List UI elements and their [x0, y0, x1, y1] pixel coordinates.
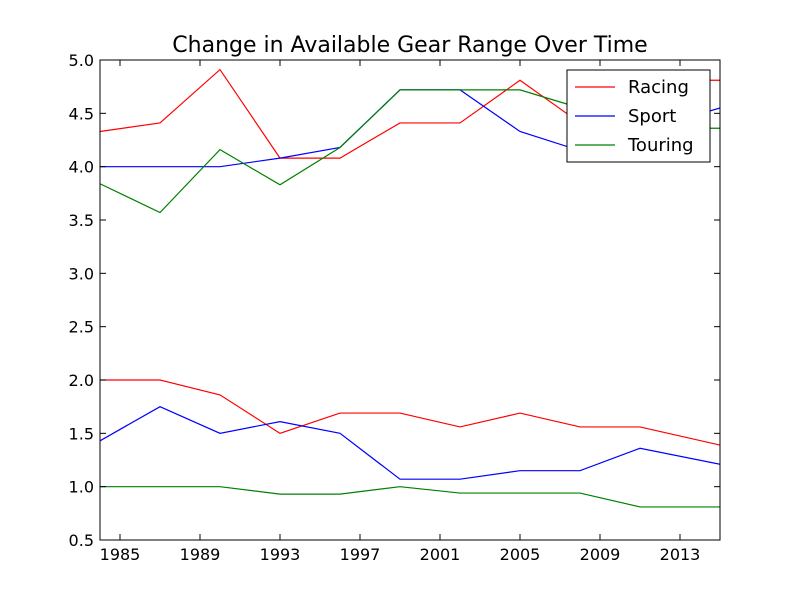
unlabeled-lower-series-line	[100, 379, 720, 446]
x-tick-label: 2013	[660, 545, 701, 564]
unlabeled-lower-series-line	[100, 405, 720, 480]
unlabeled-lower-series-line	[100, 486, 720, 508]
x-tick-label: 1989	[180, 545, 221, 564]
y-tick-label: 3.0	[69, 264, 94, 283]
y-tick-label: 3.5	[69, 211, 94, 230]
y-tick-label: 1.5	[69, 424, 94, 443]
x-tick-label: 1997	[340, 545, 381, 564]
legend-label: Racing	[628, 77, 689, 98]
x-tick-label: 1985	[100, 545, 141, 564]
axes-layer: 1985 1989 1993 1997 2001 2005 2009 2013 0.5 1.0 1.…	[69, 51, 721, 564]
y-tick-label: 5.0	[69, 51, 94, 70]
x-tick-label: 2009	[580, 545, 621, 564]
x-tick-label: 1993	[260, 545, 301, 564]
y-tick-label: 4.0	[69, 158, 94, 177]
plot-frame	[99, 59, 721, 541]
legend-label: Sport	[628, 106, 676, 127]
y-tick-label: 4.5	[69, 104, 94, 123]
x-tick-label: 2001	[420, 545, 461, 564]
legend: Racing Sport Touring	[566, 69, 711, 163]
x-tick-label: 2005	[500, 545, 541, 564]
chart-title: Change in Available Gear Range Over Time	[172, 33, 647, 58]
y-tick-label: 2.0	[69, 371, 94, 390]
y-tick-label: 0.5	[69, 531, 94, 550]
legend-label: Touring	[627, 135, 694, 156]
y-tick-label: 1.0	[69, 478, 94, 497]
y-tick-label: 2.5	[69, 318, 94, 337]
